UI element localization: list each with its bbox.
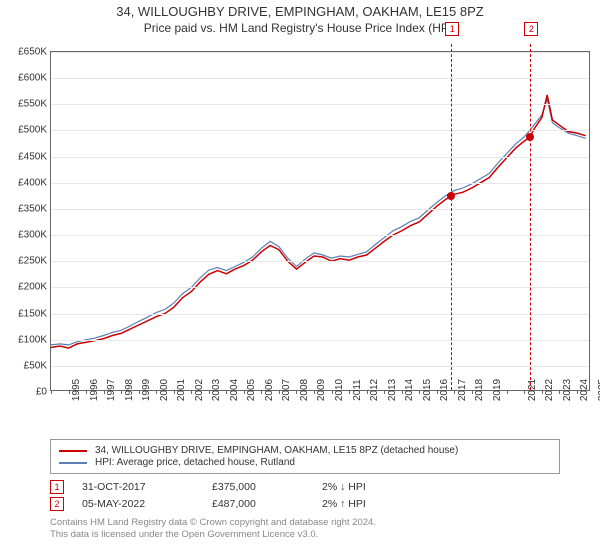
y-tick-label: £200K (18, 282, 51, 293)
y-tick-label: £50K (24, 360, 51, 371)
grid-line (51, 183, 589, 184)
x-tick-label: 2019 (472, 379, 503, 401)
sale-date: 05-MAY-2022 (82, 498, 212, 510)
event-vline: 2 (530, 44, 531, 390)
grid-line (51, 235, 589, 236)
y-tick-label: £250K (18, 256, 51, 267)
legend: 34, WILLOUGHBY DRIVE, EMPINGHAM, OAKHAM,… (50, 439, 560, 474)
sale-price: £487,000 (212, 498, 322, 510)
legend-label: 34, WILLOUGHBY DRIVE, EMPINGHAM, OAKHAM,… (95, 445, 458, 456)
sale-price: £375,000 (212, 481, 322, 493)
event-marker-dot (526, 133, 534, 141)
legend-row: HPI: Average price, detached house, Rutl… (59, 457, 551, 468)
grid-line (51, 261, 589, 262)
sales-table: 1 31-OCT-2017 £375,000 2% ↓ HPI 2 05-MAY… (50, 480, 560, 511)
footer-line: Contains HM Land Registry data © Crown c… (50, 517, 560, 529)
sale-badge: 2 (50, 497, 64, 511)
y-tick-label: £0 (36, 387, 51, 398)
y-tick-label: £500K (18, 125, 51, 136)
grid-line (51, 314, 589, 315)
plot-area: £0£50K£100K£150K£200K£250K£300K£350K£400… (50, 51, 590, 391)
grid-line (51, 287, 589, 288)
grid-line (51, 130, 589, 131)
sale-row: 1 31-OCT-2017 £375,000 2% ↓ HPI (50, 480, 560, 494)
y-tick-label: £400K (18, 177, 51, 188)
event-badge: 2 (524, 22, 538, 36)
series-svg (51, 52, 591, 392)
grid-line (51, 366, 589, 367)
chart-title: 34, WILLOUGHBY DRIVE, EMPINGHAM, OAKHAM,… (0, 4, 600, 19)
y-tick-label: £650K (18, 47, 51, 58)
sale-diff: 2% ↑ HPI (322, 498, 442, 510)
legend-swatch-property (59, 450, 87, 452)
footer-line: This data is licensed under the Open Gov… (50, 529, 560, 541)
legend-row: 34, WILLOUGHBY DRIVE, EMPINGHAM, OAKHAM,… (59, 445, 551, 456)
series-hpi (51, 99, 586, 345)
grid-line (51, 78, 589, 79)
sale-diff: 2% ↓ HPI (322, 481, 442, 493)
sale-date: 31-OCT-2017 (82, 481, 212, 493)
series-property (51, 95, 586, 348)
y-tick-label: £600K (18, 73, 51, 84)
grid-line (51, 104, 589, 105)
sale-badge: 1 (50, 480, 64, 494)
sale-row: 2 05-MAY-2022 £487,000 2% ↑ HPI (50, 497, 560, 511)
legend-label: HPI: Average price, detached house, Rutl… (95, 457, 295, 468)
grid-line (51, 52, 589, 53)
x-tick-label: 2025 (577, 379, 600, 401)
footer: Contains HM Land Registry data © Crown c… (50, 517, 560, 542)
y-tick-label: £350K (18, 203, 51, 214)
y-tick-label: £450K (18, 151, 51, 162)
event-vline: 1 (451, 44, 452, 390)
grid-line (51, 340, 589, 341)
y-tick-label: £300K (18, 230, 51, 241)
y-tick-label: £150K (18, 308, 51, 319)
event-marker-dot (447, 192, 455, 200)
y-tick-label: £550K (18, 99, 51, 110)
chart-title-block: 34, WILLOUGHBY DRIVE, EMPINGHAM, OAKHAM,… (0, 0, 600, 35)
chart-subtitle: Price paid vs. HM Land Registry's House … (0, 21, 600, 35)
grid-line (51, 157, 589, 158)
grid-line (51, 209, 589, 210)
event-badge: 1 (445, 22, 459, 36)
chart-wrap: £0 £50K £100K £150K £200K £250K £300K £350K £400… (6, 43, 594, 431)
y-tick-label: £100K (18, 334, 51, 345)
legend-swatch-hpi (59, 462, 87, 464)
